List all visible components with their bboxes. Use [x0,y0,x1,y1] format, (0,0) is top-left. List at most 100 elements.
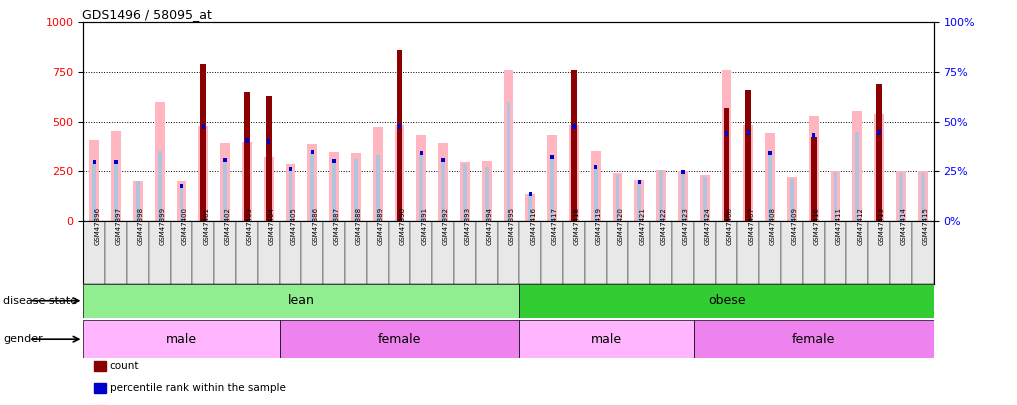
Bar [476,221,497,284]
Bar [438,143,448,221]
Bar [615,175,619,221]
Bar [180,186,183,221]
Text: lean: lean [288,294,315,307]
Text: GSM47397: GSM47397 [116,207,122,245]
Bar [812,135,816,221]
Text: GSM47418: GSM47418 [574,207,580,245]
Bar [180,184,183,188]
Bar [345,221,367,284]
Text: GSM47415: GSM47415 [922,207,929,245]
Bar [520,320,694,358]
Text: GSM47411: GSM47411 [836,207,841,245]
Bar [520,221,541,284]
Text: GSM47403: GSM47403 [247,207,253,245]
Text: GSM47399: GSM47399 [160,207,166,245]
Bar [694,320,934,358]
Bar [520,284,934,318]
Text: GSM47388: GSM47388 [356,207,362,245]
Bar [200,64,206,221]
Bar [825,221,846,284]
Bar [746,133,751,221]
Bar [351,153,361,221]
Text: disease state: disease state [3,296,77,306]
Bar [454,221,476,284]
Bar [367,221,388,284]
Text: GSM47390: GSM47390 [400,207,406,245]
Bar [746,130,750,134]
Bar [526,194,535,221]
Bar [171,221,192,284]
Text: GSM47406: GSM47406 [726,207,732,245]
Bar [482,161,491,221]
Bar [855,132,859,221]
Bar [852,111,862,221]
Bar [912,221,934,284]
Bar [266,153,271,221]
Bar [485,167,488,221]
Bar [917,171,928,221]
Bar [594,165,597,169]
Bar [333,161,336,221]
Bar [354,159,358,221]
Text: GSM47413: GSM47413 [879,207,885,245]
Bar [529,194,532,221]
Bar [650,221,672,284]
Bar [375,155,379,221]
Bar [133,181,142,221]
Bar [114,162,118,221]
Bar [846,221,869,284]
Bar [802,221,825,284]
Bar [681,170,684,174]
Text: GSM47420: GSM47420 [617,207,623,245]
Bar [572,128,576,221]
Bar [781,221,802,284]
Bar [398,124,402,129]
Bar [716,221,737,284]
Bar [419,153,423,221]
Text: GSM47409: GSM47409 [792,207,798,245]
Bar [722,70,731,221]
Text: GSM47389: GSM47389 [377,207,383,245]
Bar [83,221,105,284]
Bar [920,173,924,221]
Text: GSM47400: GSM47400 [181,207,187,245]
Bar [700,175,710,221]
Text: male: male [166,333,197,346]
Text: GSM47417: GSM47417 [552,207,558,245]
Bar [659,170,663,221]
Bar [877,84,882,221]
Bar [280,320,520,358]
Bar [198,126,208,221]
Bar [267,139,271,143]
Bar [694,221,716,284]
Text: GSM47391: GSM47391 [421,207,427,245]
Bar [244,92,250,221]
Text: count: count [110,361,139,371]
Text: GSM47407: GSM47407 [749,207,755,245]
Bar [201,126,205,221]
Bar [809,115,819,221]
Bar [223,160,227,221]
Bar [441,158,444,162]
Bar [812,133,816,138]
Text: GSM47398: GSM47398 [138,207,143,245]
Text: GSM47423: GSM47423 [682,207,689,245]
Text: male: male [591,333,622,346]
Bar [743,126,754,221]
Text: GSM47414: GSM47414 [901,207,907,245]
Bar [111,131,121,221]
Bar [148,221,171,284]
Bar [395,126,405,221]
Bar [416,135,426,221]
Bar [93,160,96,164]
Bar [569,126,579,221]
Bar [373,128,382,221]
Bar [289,167,292,171]
Bar [158,151,162,221]
Bar [875,113,884,221]
Bar [594,167,598,221]
Bar [93,162,97,221]
Bar [245,138,248,143]
Bar [672,221,694,284]
Bar [831,171,840,221]
